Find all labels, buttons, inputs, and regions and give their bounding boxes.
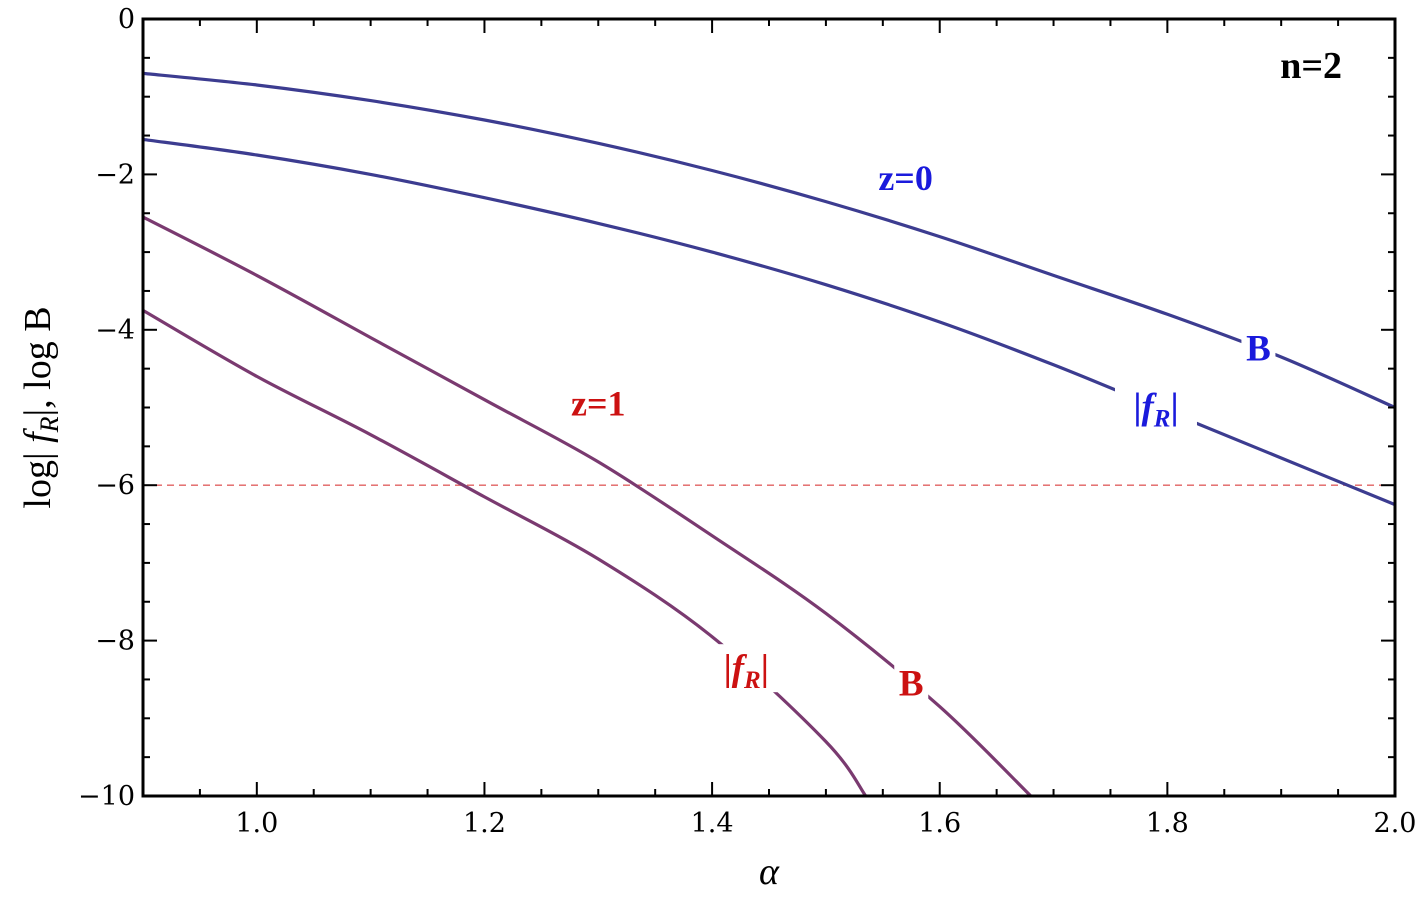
y-tick-label: 0 xyxy=(118,4,135,35)
y-tick-label: −8 xyxy=(95,626,135,657)
group-label-z0: z=0 xyxy=(878,158,933,198)
y-axis-title: log| fR|, log B xyxy=(17,306,64,508)
x-tick-label: 2.0 xyxy=(1374,808,1417,839)
series-label-z0-fr: |fR| xyxy=(1114,382,1197,433)
series-label-background xyxy=(1114,382,1197,431)
x-tick-label: 1.0 xyxy=(235,808,278,839)
y-tick-label: −2 xyxy=(95,159,135,190)
series-label-text: |fR| xyxy=(724,648,769,694)
series-label-z1-b: B xyxy=(894,659,929,708)
series-line-z0-b xyxy=(142,71,1396,409)
x-tick-labels: 1.0 1.2 1.4 1.6 1.8 2.0 xyxy=(235,808,1416,839)
series-label-text: B xyxy=(899,663,924,704)
y-tick-label: −6 xyxy=(95,470,135,501)
axis-ticks xyxy=(142,18,1396,797)
series-label-z0-b: B xyxy=(1241,324,1276,373)
series-line-z1-fr xyxy=(142,309,868,797)
series-label-background xyxy=(894,659,929,708)
y-tick-label: −4 xyxy=(95,315,135,346)
x-tick-label: 1.8 xyxy=(1146,808,1189,839)
series-label-text: |fR| xyxy=(1133,387,1178,433)
group-labels: z=0 z=1 xyxy=(571,158,933,423)
group-label-z1: z=1 xyxy=(571,383,626,423)
y-tick-label: −10 xyxy=(78,781,135,812)
x-tick-label: 1.4 xyxy=(691,808,734,839)
series-label-background xyxy=(705,644,788,693)
series-label-z1-fr: |fR| xyxy=(705,644,788,694)
x-tick-label: 1.6 xyxy=(918,808,961,839)
x-axis-title: α xyxy=(759,851,780,893)
y-tick-labels: 0 −2 −4 −6 −8 −10 xyxy=(78,4,135,812)
panel-label: n=2 xyxy=(1280,45,1342,87)
series-line-z0-fr xyxy=(142,137,1396,507)
series-line-z1-b xyxy=(142,215,1032,798)
x-tick-label: 1.2 xyxy=(463,808,506,839)
series-labels: B |fR| B |fR| xyxy=(705,324,1276,708)
series-label-background xyxy=(1241,324,1276,373)
series-label-text: B xyxy=(1246,328,1271,369)
